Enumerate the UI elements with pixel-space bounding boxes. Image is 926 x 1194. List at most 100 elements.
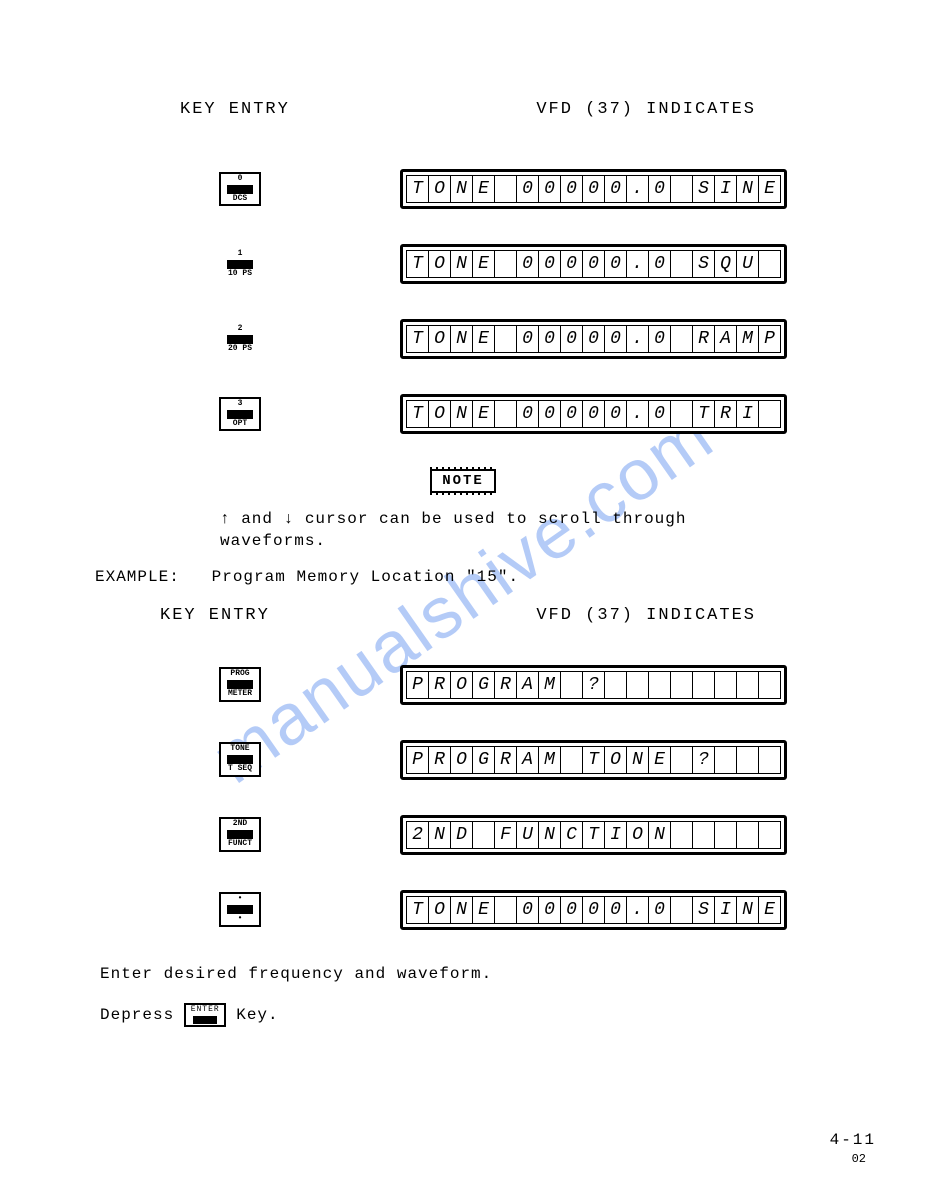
vfd-cell [714, 821, 737, 849]
vfd-cell: 0 [604, 400, 627, 428]
vfd-cell: 0 [604, 896, 627, 924]
key-bar-icon [227, 680, 253, 689]
vfd-cell: 0 [538, 896, 561, 924]
depress-suffix: Key. [236, 1006, 278, 1024]
vfd-cell: 0 [538, 175, 561, 203]
depress-row: Depress ENTER Key. [100, 1003, 846, 1027]
vfd-cell [670, 671, 693, 699]
entry-row: 2NDFUNCT 2NDFUNCTION [80, 815, 846, 855]
key-bottom-label: OPT [233, 420, 247, 429]
vfd-cell [560, 671, 583, 699]
vfd-cell: 0 [648, 250, 671, 278]
vfd-cell: E [472, 400, 495, 428]
vfd-display: PROGRAM? [400, 665, 787, 705]
vfd-inner: PROGRAM? [406, 671, 781, 699]
vfd-cell: O [626, 821, 649, 849]
key-button: •• [219, 892, 261, 927]
key-top-label: 3 [238, 400, 243, 409]
vfd-cell: R [714, 400, 737, 428]
vfd-cell: N [736, 896, 759, 924]
vfd-cell [494, 250, 517, 278]
vfd-column: TONE00000.0SINE [400, 169, 846, 209]
vfd-cell: N [736, 175, 759, 203]
vfd-cell: O [604, 746, 627, 774]
vfd-cell: A [714, 325, 737, 353]
vfd-cell: 0 [560, 896, 583, 924]
vfd-cell: O [450, 671, 473, 699]
vfd-cell: 0 [582, 896, 605, 924]
key-column: 3 OPT [80, 397, 400, 432]
vfd-cell: . [626, 400, 649, 428]
vfd-cell: . [626, 175, 649, 203]
vfd-cell: 0 [582, 175, 605, 203]
vfd-cell: 0 [560, 400, 583, 428]
vfd-cell [626, 671, 649, 699]
vfd-cell [670, 325, 693, 353]
key-bottom-label: METER [228, 690, 252, 699]
vfd-cell: N [450, 325, 473, 353]
vfd-cell: M [538, 746, 561, 774]
vfd-cell [670, 746, 693, 774]
key-bar-icon [227, 260, 253, 269]
vfd-cell: E [472, 250, 495, 278]
key-button: PROGMETER [219, 667, 261, 702]
entry-row: ••TONE00000.0SINE [80, 890, 846, 930]
entry-row: 220 PSTONE00000.0RAMP [80, 319, 846, 359]
vfd-cell: O [428, 250, 451, 278]
vfd-cell: G [472, 746, 495, 774]
vfd-cell: 0 [648, 896, 671, 924]
vfd-cell: E [472, 325, 495, 353]
vfd-cell: E [472, 896, 495, 924]
vfd-cell [758, 400, 781, 428]
heading-key-entry: KEY ENTRY [180, 100, 290, 119]
vfd-cell: S [692, 250, 715, 278]
vfd-cell: C [560, 821, 583, 849]
vfd-cell: 0 [538, 250, 561, 278]
example-line: EXAMPLE: Program Memory Location "15". [95, 568, 846, 586]
vfd-column: 2NDFUNCTION [400, 815, 846, 855]
vfd-cell: 0 [516, 175, 539, 203]
note-box-wrap: NOTE [80, 469, 846, 493]
vfd-cell: 0 [648, 175, 671, 203]
sub-heading-key-entry: KEY ENTRY [160, 606, 270, 625]
vfd-cell: O [428, 325, 451, 353]
vfd-display: TONE00000.0SINE [400, 890, 787, 930]
page-sub-number: 02 [852, 1152, 866, 1166]
vfd-cell: A [516, 671, 539, 699]
vfd-inner: 2NDFUNCTION [406, 821, 781, 849]
vfd-cell: N [626, 746, 649, 774]
vfd-cell: 2 [406, 821, 429, 849]
vfd-cell: 0 [582, 400, 605, 428]
vfd-display: TONE00000.0TRI [400, 394, 787, 434]
vfd-cell: T [406, 325, 429, 353]
vfd-cell [714, 746, 737, 774]
vfd-column: TONE00000.0SINE [400, 890, 846, 930]
vfd-cell: M [736, 325, 759, 353]
vfd-cell: R [494, 671, 517, 699]
entry-row: TONET SEQPROGRAMTONE? [80, 740, 846, 780]
vfd-cell [692, 671, 715, 699]
vfd-cell [758, 821, 781, 849]
vfd-inner: TONE00000.0SINE [406, 896, 781, 924]
vfd-cell: 0 [582, 250, 605, 278]
key-button: TONET SEQ [219, 742, 261, 777]
vfd-cell: 0 [604, 175, 627, 203]
vfd-cell [648, 671, 671, 699]
vfd-cell: T [406, 896, 429, 924]
key-top-label: • [238, 895, 243, 904]
key-bottom-label: 20 PS [228, 345, 252, 354]
vfd-cell [714, 671, 737, 699]
vfd-cell: ? [582, 671, 605, 699]
vfd-cell: N [450, 400, 473, 428]
vfd-cell [494, 400, 517, 428]
key-button: 2NDFUNCT [219, 817, 261, 852]
vfd-cell: Q [714, 250, 737, 278]
vfd-cell: 0 [604, 250, 627, 278]
vfd-cell: 0 [560, 250, 583, 278]
key-bar-icon [227, 335, 253, 344]
vfd-cell [604, 671, 627, 699]
vfd-cell: R [428, 671, 451, 699]
vfd-cell: T [406, 400, 429, 428]
vfd-cell: D [450, 821, 473, 849]
key-top-label: 2ND [233, 820, 247, 829]
